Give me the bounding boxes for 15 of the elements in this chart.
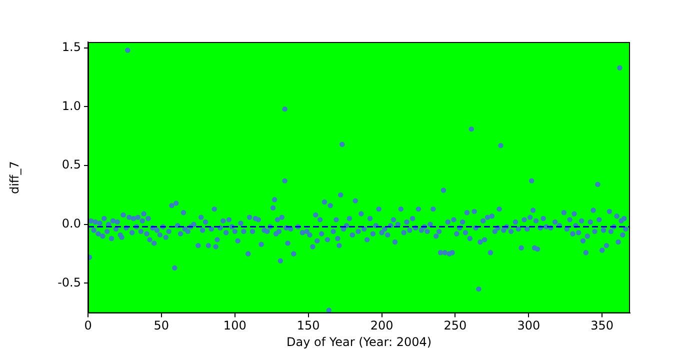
x-tick-label: 250	[444, 318, 467, 333]
x-tick-label: 100	[223, 318, 246, 333]
x-tick-label: 0	[84, 318, 92, 333]
x-axis-title: Day of Year (Year: 2004)	[286, 334, 432, 349]
y-tick-label: 0.0	[62, 216, 81, 230]
x-tick-label: 50	[154, 318, 170, 333]
x-tick-label: 300	[517, 318, 540, 333]
y-tick-label: 1.5	[62, 40, 81, 54]
x-tick-label: 200	[370, 318, 394, 333]
y-tick-label: 0.5	[62, 158, 81, 172]
y-tick-label: -0.5	[58, 275, 81, 290]
y-axis-title: diff_7	[7, 161, 22, 194]
x-tick-label: 150	[296, 318, 320, 333]
y-tick-label: 1.0	[62, 98, 81, 113]
x-tick-label: 350	[590, 318, 614, 333]
